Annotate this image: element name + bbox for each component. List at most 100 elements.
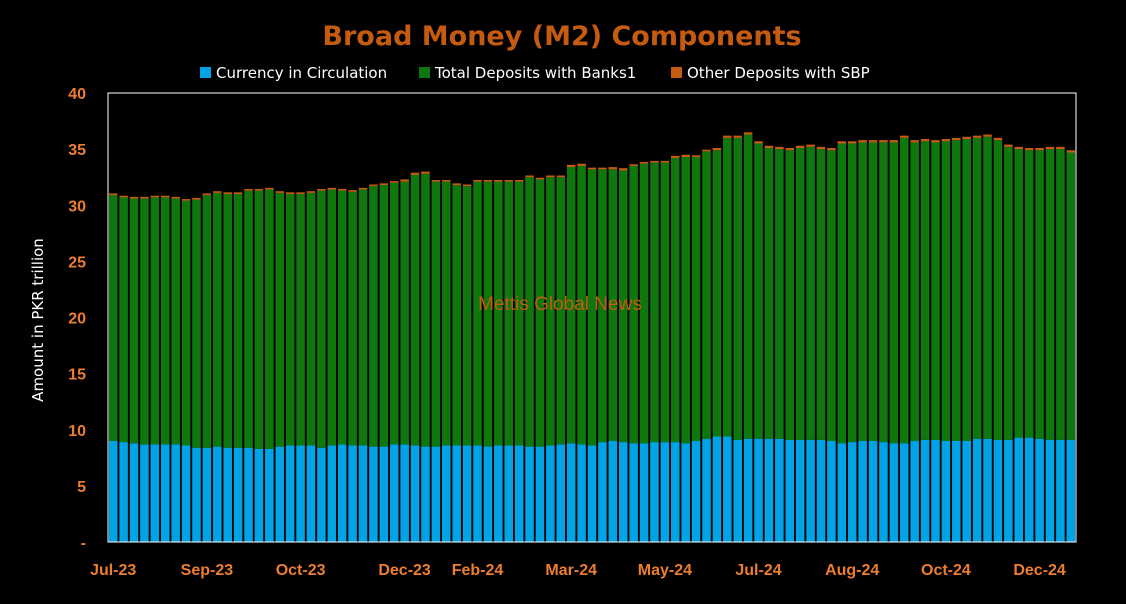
bar-deposits-56 <box>691 156 701 441</box>
bar-other-14 <box>254 188 264 191</box>
bar-currency-83 <box>972 438 982 542</box>
bar-other-0 <box>108 193 118 196</box>
bar-deposits-39 <box>514 181 524 446</box>
y-tick-label: 35 <box>68 142 86 159</box>
bar-currency-52 <box>650 442 659 542</box>
bar-currency-27 <box>389 444 399 542</box>
bar-deposits-49 <box>618 170 628 443</box>
bar-deposits-35 <box>473 181 482 446</box>
bar-currency-19 <box>306 445 316 542</box>
bar-deposits-33 <box>452 185 461 446</box>
bar-deposits-37 <box>494 181 503 446</box>
bar-currency-25 <box>369 446 378 542</box>
bar-currency-38 <box>504 445 513 542</box>
y-tick-label: - <box>81 535 86 552</box>
chart-title: Broad Money (M2) Components <box>322 21 801 52</box>
bar-other-28 <box>400 179 409 182</box>
bar-deposits-28 <box>400 181 409 445</box>
bar-other-69 <box>827 148 836 151</box>
bar-other-16 <box>275 191 285 193</box>
bar-currency-87 <box>1014 437 1024 542</box>
bar-other-86 <box>1004 144 1013 147</box>
bar-deposits-19 <box>306 192 316 446</box>
x-axis-ticks: Jul-23 Sep-23 Oct-23 Dec-23 Feb-24 Mar-24 May-… <box>90 562 1066 579</box>
bar-other-61 <box>743 132 753 135</box>
bar-currency-11 <box>223 447 232 542</box>
bar-deposits-69 <box>827 150 836 441</box>
bar-currency-90 <box>1045 439 1055 542</box>
bar-deposits-83 <box>972 137 982 439</box>
bar-other-52 <box>650 160 659 163</box>
bar-other-53 <box>660 160 670 163</box>
bar-deposits-57 <box>702 151 711 439</box>
bar-deposits-12 <box>233 194 243 448</box>
x-tick-label: Jul-23 <box>90 562 136 579</box>
bar-other-87 <box>1014 146 1024 150</box>
y-tick-label: 15 <box>68 367 86 384</box>
bar-currency-92 <box>1066 439 1076 542</box>
bar-other-2 <box>129 196 139 199</box>
bar-deposits-16 <box>275 192 285 447</box>
bar-deposits-54 <box>671 158 680 443</box>
bar-other-4 <box>150 195 160 198</box>
bar-currency-62 <box>754 438 763 542</box>
plot-border <box>107 92 1077 543</box>
bar-deposits-0 <box>108 195 118 441</box>
bar-deposits-66 <box>795 148 805 440</box>
bar-deposits-48 <box>608 169 618 441</box>
bar-currency-40 <box>525 446 534 542</box>
bar-deposits-58 <box>712 150 722 437</box>
bar-deposits-80 <box>941 141 951 441</box>
bar-currency-65 <box>785 439 795 542</box>
bar-currency-47 <box>598 442 607 542</box>
bar-currency-86 <box>1004 439 1013 542</box>
bar-other-92 <box>1066 150 1076 153</box>
bar-currency-63 <box>764 438 774 542</box>
bar-currency-73 <box>868 440 878 542</box>
bar-deposits-45 <box>577 165 586 445</box>
bar-deposits-8 <box>192 199 201 448</box>
bar-currency-41 <box>535 446 545 542</box>
legend-swatch-0 <box>200 67 211 78</box>
bar-currency-53 <box>660 442 670 542</box>
bar-currency-68 <box>816 439 826 542</box>
bar-other-54 <box>671 155 680 159</box>
bar-deposits-68 <box>816 149 826 440</box>
bar-deposits-7 <box>181 200 191 446</box>
bar-currency-43 <box>556 444 566 542</box>
bar-currency-46 <box>587 445 597 542</box>
bar-currency-55 <box>681 443 690 542</box>
bar-other-44 <box>566 164 576 168</box>
bar-currency-17 <box>285 445 295 542</box>
bar-deposits-17 <box>285 194 295 446</box>
bar-currency-35 <box>473 445 482 542</box>
bar-other-67 <box>806 144 815 147</box>
bar-deposits-24 <box>358 189 368 446</box>
bar-currency-45 <box>577 444 586 542</box>
bar-other-60 <box>733 135 742 138</box>
bar-other-47 <box>598 167 607 170</box>
bar-deposits-88 <box>1024 150 1034 438</box>
bar-currency-16 <box>275 446 285 542</box>
bar-deposits-59 <box>723 137 732 437</box>
bar-other-30 <box>421 171 430 174</box>
bar-deposits-1 <box>119 197 128 443</box>
bar-other-81 <box>952 137 961 141</box>
legend-swatch-2 <box>671 67 682 78</box>
bar-other-29 <box>410 172 420 175</box>
y-tick-label: 30 <box>68 198 86 215</box>
bar-other-50 <box>629 164 638 166</box>
bar-other-7 <box>181 199 191 201</box>
legend-label-0: Currency in Circulation <box>216 64 387 82</box>
y-tick-label: 20 <box>68 311 86 328</box>
bar-deposits-41 <box>535 179 545 447</box>
bar-other-19 <box>306 191 316 193</box>
bar-other-36 <box>483 179 493 182</box>
bar-other-76 <box>899 135 909 138</box>
bar-other-20 <box>317 188 326 191</box>
bar-currency-42 <box>546 445 555 542</box>
x-tick-label: Jul-24 <box>735 562 781 579</box>
bar-other-9 <box>202 193 212 196</box>
x-tick-label: Feb-24 <box>452 562 504 579</box>
bar-deposits-52 <box>650 162 659 443</box>
